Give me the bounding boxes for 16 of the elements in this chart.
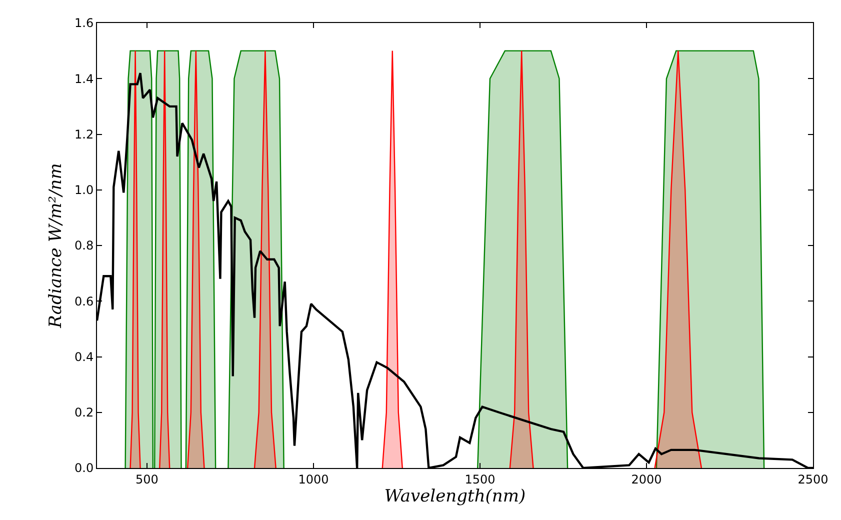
x-tick-label: 2500: [798, 472, 828, 486]
y-tick-label: 1.2: [74, 127, 94, 142]
x-tick-label: 2000: [631, 472, 662, 486]
x-axis-title: Wavelength(nm): [384, 486, 526, 506]
y-tick-label: 0.8: [74, 238, 94, 253]
y-tick-label: 1.0: [74, 183, 94, 198]
x-tick-label: 1000: [298, 472, 329, 486]
y-tick-label: 1.4: [74, 72, 94, 86]
y-tick-label: 0.2: [74, 406, 94, 420]
y-tick-label: 0.0: [74, 461, 94, 476]
y-tick-label: 0.6: [74, 294, 94, 308]
x-tick-label: 1500: [464, 472, 496, 486]
y-axis-title: Radiance W/m²/nm: [46, 163, 66, 329]
y-tick-label: 1.6: [74, 16, 94, 30]
x-tick-label: 500: [135, 472, 158, 486]
y-tick-label: 0.4: [74, 350, 94, 364]
